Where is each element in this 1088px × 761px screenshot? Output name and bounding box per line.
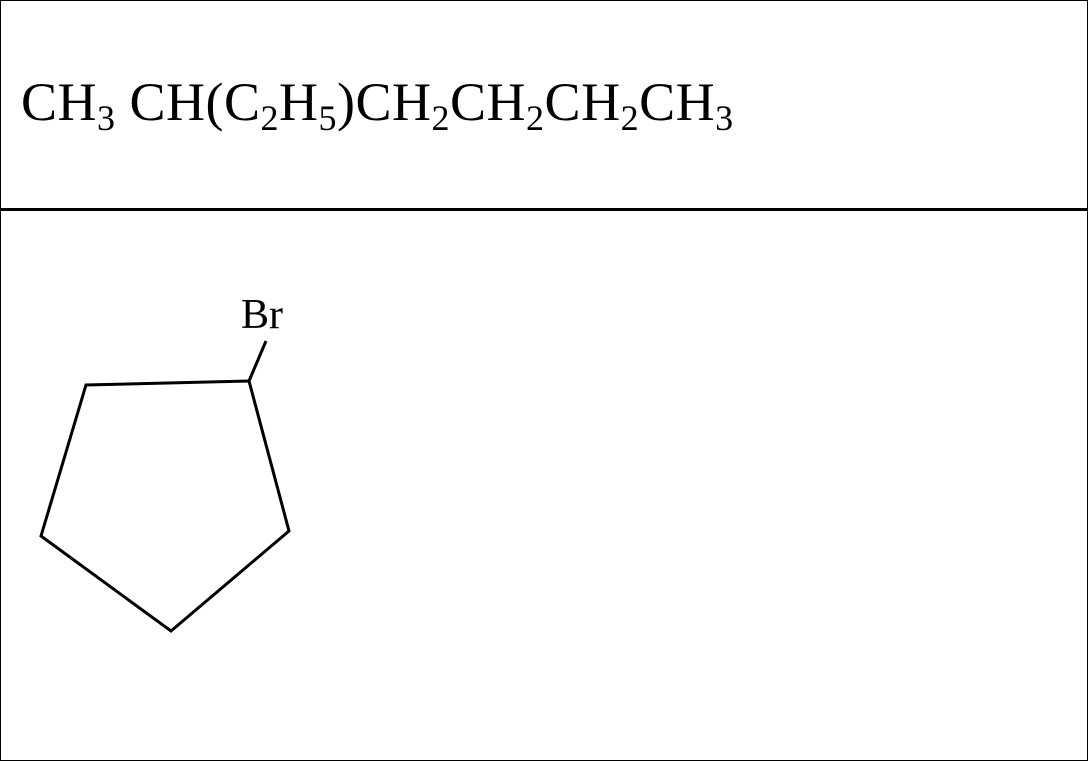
bromocyclopentane-structure: Br xyxy=(31,291,351,676)
bromine-label: Br xyxy=(241,291,283,339)
panel-structure: Br xyxy=(1,211,1087,761)
condensed-formula: CH3 CH(C2H5)CH2CH2CH2CH3 xyxy=(21,71,734,133)
cyclopentane-ring xyxy=(31,291,351,671)
document-frame: CH3 CH(C2H5)CH2CH2CH2CH3 Br xyxy=(0,0,1088,761)
panel-formula: CH3 CH(C2H5)CH2CH2CH2CH3 xyxy=(1,1,1087,211)
